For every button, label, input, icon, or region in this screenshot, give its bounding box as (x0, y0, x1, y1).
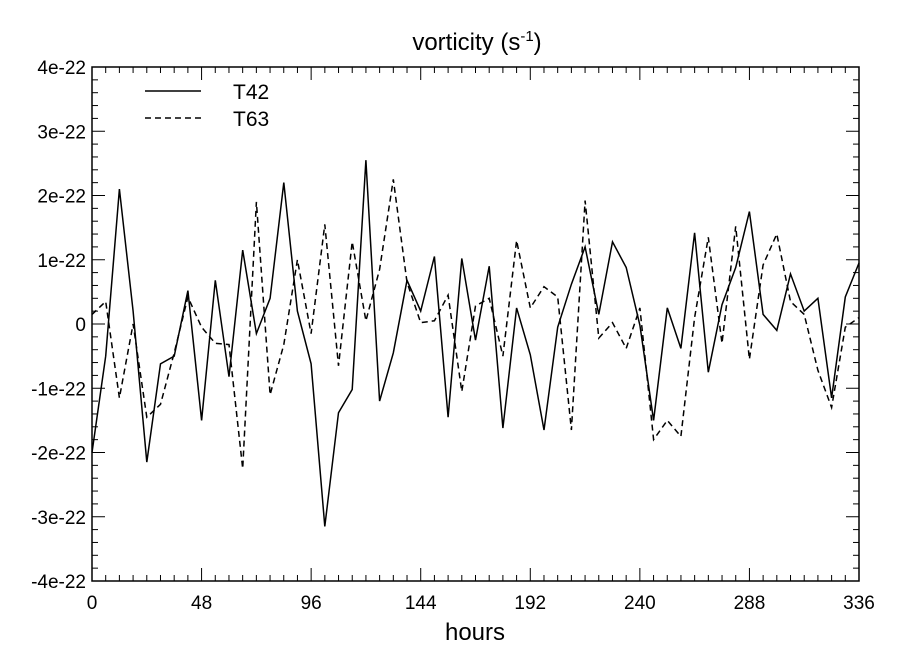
x-tick-label: 288 (734, 593, 766, 614)
x-tick-label: 96 (301, 593, 322, 614)
y-tick-label: -2e-22 (31, 444, 86, 465)
x-tick-label: 192 (514, 593, 546, 614)
x-tick-labels: 0 48 96 144 192 240 288 336 (87, 593, 875, 614)
y-tick-label: 2e-22 (37, 187, 86, 208)
y-tick-labels: -4e-22 -3e-22 -2e-22 -1e-22 0 1e-22 2e-22 3e-22… (31, 58, 86, 593)
x-tick-label: 0 (87, 593, 98, 614)
legend-label-t63: T63 (233, 108, 269, 131)
legend: T42 T63 (145, 81, 269, 131)
x-tick-label: 144 (405, 593, 437, 614)
x-axis-label: hours (445, 619, 505, 646)
y-tick-label: 1e-22 (37, 251, 86, 272)
y-tick-label: 0 (75, 315, 86, 336)
axis-ticks (91, 66, 860, 582)
y-tick-label: 3e-22 (37, 122, 86, 143)
x-tick-label: 336 (843, 593, 875, 614)
series-line-t63 (91, 179, 860, 469)
x-tick-label: 240 (624, 593, 656, 614)
series-lines (91, 160, 860, 527)
legend-label-t42: T42 (233, 81, 269, 104)
y-tick-label: -4e-22 (31, 572, 86, 593)
chart-title: vorticity (s-1) (412, 28, 541, 56)
plot-frame (91, 66, 860, 582)
x-tick-label: 48 (191, 593, 212, 614)
series-line-t42 (91, 160, 860, 527)
y-tick-label: -1e-22 (31, 379, 86, 400)
y-tick-label: -3e-22 (31, 508, 86, 529)
y-tick-label: 4e-22 (37, 58, 86, 79)
